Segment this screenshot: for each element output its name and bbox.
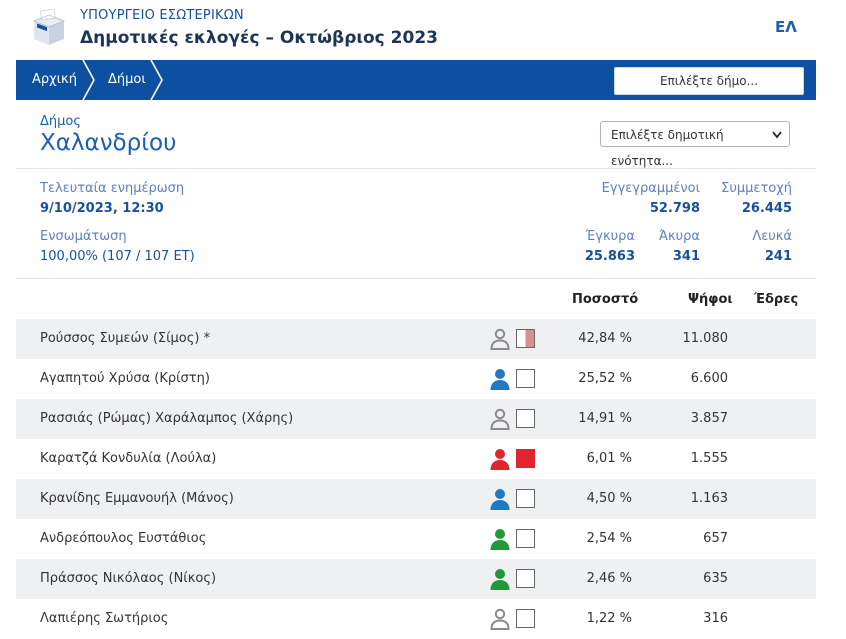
- site-header: ΥΠΟΥΡΓΕΙΟ ΕΣΩΤΕΡΙΚΩΝ Δημοτικές εκλογές –…: [0, 0, 846, 60]
- person-icon: [490, 369, 510, 390]
- candidate-votes: 1.555: [690, 451, 728, 466]
- party-color-box: [516, 449, 535, 468]
- turnout-value: 26.445: [741, 201, 792, 216]
- party-color-box: [516, 609, 535, 628]
- invalid-label: Άκυρα: [658, 229, 700, 244]
- municipality-label: Δήμος: [40, 114, 81, 129]
- candidate-percentage: 1,22 %: [586, 611, 632, 626]
- divider: [16, 168, 816, 169]
- valid-label: Έγκυρα: [585, 229, 635, 244]
- table-row[interactable]: Λαπιέρης Σωτήριος 1,22 % 316: [16, 599, 816, 639]
- person-icon: [490, 328, 510, 350]
- party-color-box: [516, 569, 535, 588]
- candidate-percentage: 2,46 %: [586, 571, 632, 586]
- last-update-label: Τελευταία ενημέρωση: [40, 181, 185, 196]
- candidate-percentage: 4,50 %: [586, 491, 632, 506]
- candidate-votes: 1.163: [690, 491, 728, 506]
- person-icon: [490, 608, 510, 630]
- candidate-name: Ρούσσος Συμεών (Σίμος) *: [40, 331, 211, 346]
- person-icon: [490, 489, 510, 510]
- party-color-box: [516, 329, 535, 348]
- registered-label: Εγγεγραμμένοι: [601, 181, 700, 196]
- registered-value: 52.798: [649, 201, 700, 216]
- person-icon: [490, 449, 510, 470]
- candidate-percentage: 14,91 %: [578, 411, 632, 426]
- person-icon: [490, 408, 510, 430]
- candidate-percentage: 25,52 %: [578, 371, 632, 386]
- municipal-unit-select[interactable]: Επιλέξτε δημοτική ενότητα...: [600, 121, 790, 168]
- municipal-unit-select-value: Επιλέξτε δημοτική ενότητα...: [611, 128, 724, 168]
- candidate-name: Καρατζά Κονδυλία (Λούλα): [40, 451, 217, 466]
- chevron-right-icon: [82, 60, 95, 100]
- breadcrumb-bar: Αρχική Δήμοι Επιλέξτε δήμο...: [16, 60, 816, 100]
- candidate-percentage: 6,01 %: [586, 451, 632, 466]
- table-row[interactable]: Ρασσιάς (Ρώμας) Χαράλαμπος (Χάρης) 14,91…: [16, 399, 816, 439]
- ballot-box-icon: [32, 9, 66, 45]
- valid-value: 25.863: [584, 249, 635, 264]
- party-color-box: [516, 489, 535, 508]
- candidate-votes: 6.600: [690, 371, 728, 386]
- blank-value: 241: [764, 249, 792, 264]
- party-color-box: [516, 369, 535, 388]
- language-switch[interactable]: ΕΛ: [775, 18, 797, 36]
- table-row[interactable]: Κρανίδης Εμμανουήλ (Μάνος) 4,50 % 1.163: [16, 479, 816, 519]
- table-row[interactable]: Ρούσσος Συμεών (Σίμος) * 42,84 % 11.080: [16, 319, 816, 359]
- candidate-votes: 635: [703, 571, 728, 586]
- candidate-name: Κρανίδης Εμμανουήλ (Μάνος): [40, 491, 234, 506]
- municipality-name: Χαλανδρίου: [40, 130, 177, 156]
- table-row[interactable]: Πράσσος Νικόλαος (Νίκος) 2,46 % 635: [16, 559, 816, 599]
- party-color-box: [516, 529, 535, 548]
- candidate-votes: 657: [703, 531, 728, 546]
- candidate-votes: 3.857: [690, 411, 728, 426]
- percentage-column-header: Ποσοστό: [572, 292, 639, 307]
- table-row[interactable]: Ανδρεόπουλος Ευστάθιος 2,54 % 657: [16, 519, 816, 559]
- chevron-right-icon: [150, 60, 163, 100]
- candidate-percentage: 2,54 %: [586, 531, 632, 546]
- candidate-votes: 11.080: [682, 331, 729, 346]
- candidate-name: Ανδρεόπουλος Ευστάθιος: [40, 531, 207, 546]
- elections-title: Δημοτικές εκλογές – Οκτώβριος 2023: [80, 28, 438, 48]
- candidate-name: Αγαπητού Χρύσα (Κρίστη): [40, 371, 210, 386]
- table-row[interactable]: Αγαπητού Χρύσα (Κρίστη) 25,52 % 6.600: [16, 359, 816, 399]
- seats-column-header: Έδρες: [754, 292, 799, 307]
- candidate-votes: 316: [703, 611, 728, 626]
- divider: [16, 278, 816, 279]
- invalid-value: 341: [672, 249, 700, 264]
- breadcrumb-home[interactable]: Αρχική: [32, 72, 77, 87]
- ministry-name: ΥΠΟΥΡΓΕΙΟ ΕΣΩΤΕΡΙΚΩΝ: [80, 8, 244, 23]
- votes-column-header: Ψήφοι: [688, 292, 733, 307]
- table-row[interactable]: Καρατζά Κονδυλία (Λούλα) 6,01 % 1.555: [16, 439, 816, 479]
- last-update-value: 9/10/2023, 12:30: [40, 201, 164, 216]
- integration-value: 100,00% (107 / 107 ΕΤ): [40, 249, 195, 264]
- candidate-percentage: 42,84 %: [578, 331, 632, 346]
- candidate-name: Πράσσος Νικόλαος (Νίκος): [40, 571, 217, 586]
- chevron-down-icon: [772, 131, 782, 139]
- candidate-name: Ρασσιάς (Ρώμας) Χαράλαμπος (Χάρης): [40, 411, 294, 426]
- select-municipality-button[interactable]: Επιλέξτε δήμο...: [614, 67, 804, 95]
- person-icon: [490, 529, 510, 550]
- integration-label: Ενσωμάτωση: [40, 229, 127, 244]
- breadcrumb-municipalities[interactable]: Δήμοι: [108, 72, 146, 87]
- turnout-label: Συμμετοχή: [721, 181, 792, 196]
- blank-label: Λευκά: [752, 229, 792, 244]
- candidate-name: Λαπιέρης Σωτήριος: [40, 611, 169, 626]
- party-color-box: [516, 409, 535, 428]
- person-icon: [490, 569, 510, 590]
